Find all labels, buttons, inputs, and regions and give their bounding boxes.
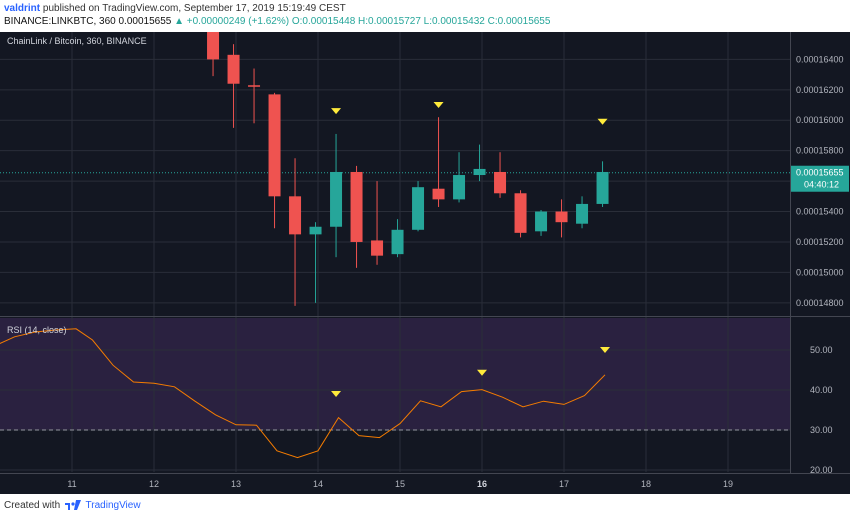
candle-up [576, 203, 589, 224]
candle-up [309, 226, 322, 235]
rsi-tick-label: 20.00 [810, 465, 833, 475]
rsi-tick-label: 30.00 [810, 425, 833, 435]
candle-up [330, 171, 343, 227]
author-link[interactable]: valdrint [4, 3, 41, 14]
price-tick-label: 0.00014800 [796, 298, 844, 308]
time-tick-label: 18 [641, 479, 651, 489]
candle-down [514, 193, 527, 233]
time-tick-label: 16 [477, 479, 487, 489]
rsi-marker-triangle [477, 369, 487, 376]
price-tick-label: 0.00015200 [796, 237, 844, 247]
price-tick-label: 0.00015000 [796, 267, 844, 277]
chart-canvas[interactable]: 0.00014800 0.00015000 0.00015200 0.00015400… [0, 32, 850, 494]
candle-down [494, 171, 507, 194]
time-tick-label: 14 [313, 479, 323, 489]
chart-area[interactable]: 0.00014800 0.00015000 0.00015200 0.00015400… [0, 32, 850, 494]
price-tick-label: 0.00015400 [796, 207, 844, 217]
rsi-band [0, 318, 790, 430]
created-with-label: Created with [4, 500, 61, 511]
candle-down [555, 211, 568, 223]
candle-down [248, 85, 261, 87]
chart-footer: Created with TradingView [0, 494, 850, 518]
symbol-info: BINANCE:LINKBTC, 360 0.00015655 ▲ +0.000… [4, 16, 550, 27]
candle-up [412, 187, 425, 230]
candle-down [207, 32, 220, 60]
time-tick-label: 11 [67, 479, 76, 489]
candle-down [227, 54, 240, 84]
countdown-label: 04:40:12 [804, 180, 839, 190]
candle-up [473, 168, 486, 176]
candle-up [596, 171, 609, 204]
time-tick-label: 13 [231, 479, 241, 489]
last-price-badge [791, 165, 849, 192]
candle-up [391, 229, 404, 255]
price-tick-label: 0.00016400 [796, 54, 844, 64]
publish-text: published on TradingView.com, September … [42, 3, 346, 14]
chart-header: valdrint published on TradingView.com, S… [0, 0, 850, 32]
time-tick-label: 12 [149, 479, 159, 489]
candle-down [350, 171, 363, 242]
last-price-label: 0.00015655 [796, 168, 844, 178]
time-tick-label: 15 [395, 479, 405, 489]
tradingview-logo-icon [64, 500, 81, 511]
price-change: ▲ +0.00000249 (+1.62%) [174, 16, 290, 27]
price-chart-title: ChainLink / Bitcoin, 360, BINANCE [7, 36, 147, 46]
rsi-line [0, 328, 606, 459]
rsi-title: RSI (14, close) [7, 325, 67, 335]
rsi-tick-label: 40.00 [810, 385, 833, 395]
price-marker-triangle [433, 102, 444, 109]
time-tick-label: 17 [559, 479, 569, 489]
candle-down [432, 188, 445, 200]
rsi-marker-triangle [331, 391, 342, 397]
candle-down [289, 196, 302, 235]
candle-down [268, 94, 281, 197]
candle-down [371, 240, 384, 256]
price-marker-triangle [597, 118, 608, 125]
rsi-tick-label: 50.00 [810, 345, 833, 355]
candle-up [453, 175, 466, 200]
price-tick-label: 0.00015800 [796, 146, 844, 156]
tradingview-brand[interactable]: TradingView [85, 500, 141, 511]
price-tick-label: 0.00016200 [796, 85, 844, 95]
ohlc-values: O:0.00015448 H:0.00015727 L:0.00015432 C… [291, 16, 551, 27]
time-tick-label: 19 [723, 479, 733, 489]
price-marker-triangle [331, 108, 342, 115]
candle-up [535, 211, 548, 232]
publish-info: valdrint published on TradingView.com, S… [4, 3, 346, 14]
symbol-price: BINANCE:LINKBTC, 360 0.00015655 [4, 16, 172, 27]
rsi-marker-triangle [600, 347, 610, 353]
price-tick-label: 0.00016000 [796, 115, 844, 125]
